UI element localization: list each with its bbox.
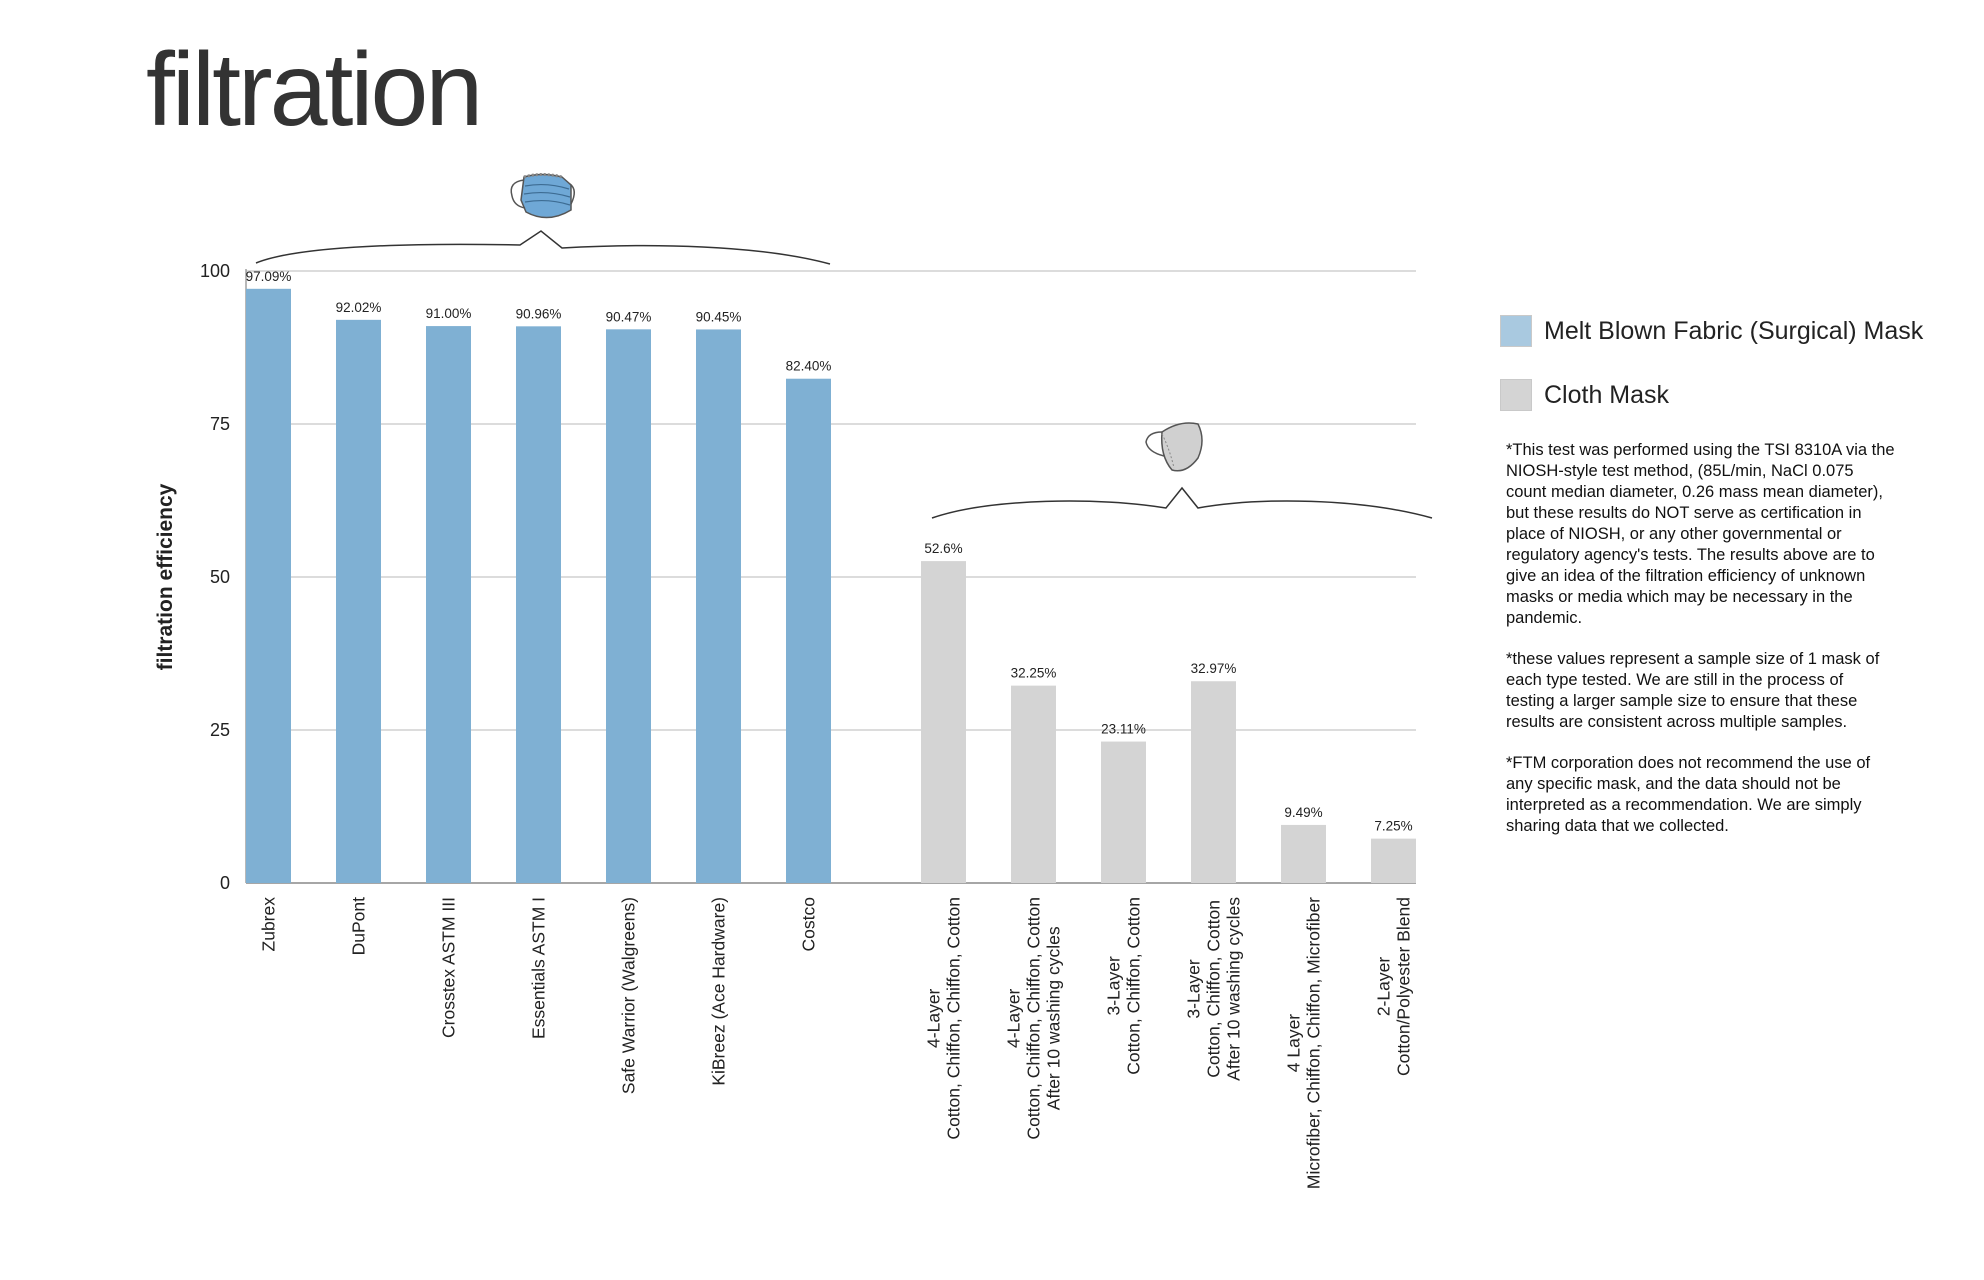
data-label: 90.47% [606,309,652,324]
x-tick-label: Safe Warrior (Walgreens) [619,897,639,1094]
data-label: 32.25% [1011,666,1057,681]
bar [1371,838,1416,883]
x-tick-label-line: 4-Layer [1004,988,1024,1048]
x-tick-label: 3-LayerCotton, Chiffon, CottonAfter 10 w… [1184,897,1244,1081]
x-tick-label-line: Cotton, Chiffon, Chiffon, Cotton [1024,897,1044,1140]
x-tick-label-line: Cotton, Chiffon, Cotton [1124,897,1144,1075]
y-tick-label: 100 [200,261,230,281]
legend-swatch-cloth [1500,379,1532,411]
bar [1011,685,1056,883]
surgical-group-brace [255,230,831,265]
x-tick-label-line: Cotton, Chiffon, Cotton [1204,900,1224,1078]
labels-layer: 0 25 50 75 100 filtration efficiency 97.09% Zub… [154,261,1414,1189]
footnote-test-method: *This test was performed using the TSI 8… [1506,441,1895,627]
footnotes: *This test was performed using the TSI 8… [1506,440,1896,857]
cloth-mask-icon [1145,422,1203,472]
data-label: 23.11% [1101,722,1146,737]
bar [246,288,291,883]
x-tick-label-line: 2-Layer [1374,957,1394,1017]
x-tick-label-line: KiBreez (Ace Hardware) [709,897,729,1086]
bar [696,329,741,883]
x-tick-label-line: Crosstex ASTM III [439,897,459,1038]
x-tick-label: 2-LayerCotton/Polyester Blend [1374,897,1414,1076]
x-tick-label-line: 4-Layer [924,988,944,1048]
x-tick-label: Crosstex ASTM III [439,897,459,1038]
x-tick-label: DuPont [349,897,369,956]
data-label: 52.6% [924,541,962,556]
legend-label-surgical: Melt Blown Fabric (Surgical) Mask [1544,316,1924,345]
x-tick-label: Essentials ASTM I [529,897,549,1039]
data-label: 82.40% [786,359,832,374]
legend-item-cloth: Cloth Mask [1500,378,1923,412]
y-tick-label: 0 [220,873,230,893]
y-tick-label: 75 [210,414,230,434]
x-tick-label: Zubrex [259,897,279,952]
footnote-sample-size: *these values represent a sample size of… [1506,650,1880,731]
x-tick-label-line: Microfiber, Chiffon, Chiffon, Microfiber [1304,897,1324,1189]
data-label: 92.02% [336,300,382,315]
data-label: 7.25% [1374,819,1412,834]
x-tick-label-line: After 10 washing cycles [1044,926,1064,1110]
bar [1281,824,1326,883]
y-tick-label: 25 [210,720,230,740]
x-tick-label-line: Cotton, Chiffon, Chiffon, Cotton [944,897,964,1140]
legend: Melt Blown Fabric (Surgical) Mask Cloth … [1500,314,1923,442]
bar [336,319,381,883]
bar [516,326,561,883]
bar [426,326,471,884]
x-tick-label: Costco [799,897,819,951]
legend-label-cloth: Cloth Mask [1544,380,1670,409]
x-tick-label: 3-LayerCotton, Chiffon, Cotton [1104,897,1144,1075]
y-axis-title: filtration efficiency [154,483,177,670]
x-tick-label-line: Costco [799,897,819,951]
y-tick-label: 50 [210,567,230,587]
x-tick-label: 4-LayerCotton, Chiffon, Chiffon, Cotton [924,897,964,1140]
x-tick-label-line: After 10 washing cycles [1224,897,1244,1081]
data-label: 90.96% [516,306,562,321]
x-tick-label-line: Cotton/Polyester Blend [1394,897,1414,1076]
x-tick-label: 4 LayerMicrofiber, Chiffon, Chiffon, Mic… [1284,897,1324,1189]
surgical-mask-icon [510,173,575,219]
bar [921,561,966,883]
bar [1101,741,1146,883]
x-tick-label-line: Safe Warrior (Walgreens) [619,897,639,1094]
x-tick-label-line: 3-Layer [1104,956,1124,1016]
x-tick-label-line: DuPont [349,897,369,956]
footnote-disclaimer: *FTM corporation does not recommend the … [1506,754,1871,835]
bar [786,378,831,883]
x-tick-label-line: 3-Layer [1184,959,1204,1019]
data-label: 90.45% [696,309,742,324]
x-tick-label: KiBreez (Ace Hardware) [709,897,729,1086]
legend-item-surgical: Melt Blown Fabric (Surgical) Mask [1500,314,1923,348]
data-label: 9.49% [1284,805,1322,820]
bar [1191,681,1236,883]
page-title: filtration [146,32,483,148]
x-tick-label-line: 4 Layer [1284,1014,1304,1073]
data-label: 32.97% [1191,661,1237,676]
legend-swatch-surgical [1500,315,1532,347]
bar [606,329,651,883]
data-label: 91.00% [426,306,472,321]
bars-layer [246,288,1416,884]
x-tick-label-line: Zubrex [259,897,279,952]
x-tick-label: 4-LayerCotton, Chiffon, Chiffon, CottonA… [1004,897,1064,1140]
x-tick-label-line: Essentials ASTM I [529,897,549,1039]
cloth-group-brace [931,486,1433,519]
data-label: 97.09% [246,269,292,284]
